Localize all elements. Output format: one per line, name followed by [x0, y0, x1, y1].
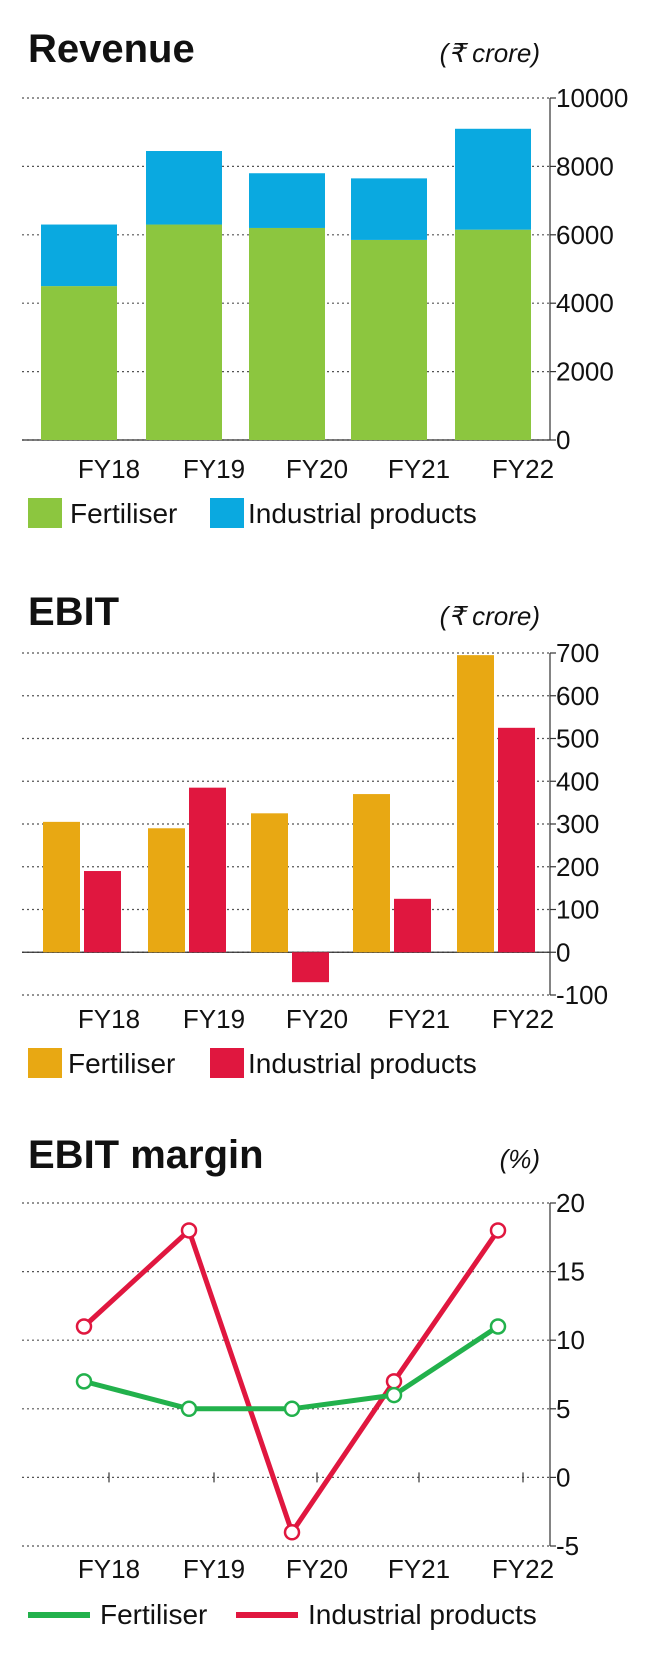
x-tick-label: FY20: [286, 1004, 348, 1034]
legend-swatch: [28, 498, 62, 528]
line-fertiliser: [83, 1324, 500, 1412]
bar-fertiliser: [249, 227, 325, 440]
point-fertiliser: [75, 1373, 93, 1390]
chart-title: EBIT: [28, 590, 119, 634]
y-tick-label: 600: [556, 681, 599, 711]
y-tick-label: 100: [556, 895, 599, 925]
unit-label: (₹ crore): [440, 38, 540, 68]
y-tick-label: 400: [556, 766, 599, 796]
bar-industrial-products: [455, 128, 531, 230]
unit-label: (%): [500, 1144, 540, 1174]
x-tick-label: FY18: [78, 1004, 140, 1034]
y-tick-label: 0: [556, 425, 570, 455]
y-tick-label: -100: [556, 980, 608, 1010]
y-tick-label: 700: [556, 638, 599, 668]
point-industrial-products: [283, 1524, 301, 1541]
point-fertiliser: [283, 1400, 301, 1418]
point-fertiliser: [180, 1400, 198, 1418]
bar-fertiliser: [353, 794, 390, 953]
x-tick-label: FY19: [183, 454, 245, 484]
bar-fertiliser: [41, 286, 117, 440]
point-fertiliser: [489, 1318, 507, 1335]
legend-label: Industrial products: [248, 498, 477, 529]
bar-fertiliser: [251, 813, 288, 953]
legend-label: Fertiliser: [100, 1599, 207, 1630]
bar-industrial-products: [41, 224, 117, 287]
y-tick-label: -5: [556, 1531, 579, 1561]
x-tick-label: FY21: [388, 1554, 450, 1584]
x-tick-label: FY19: [183, 1554, 245, 1584]
chart-title: Revenue: [28, 27, 195, 71]
y-tick-label: 5: [556, 1394, 570, 1424]
x-tick-label: FY18: [78, 454, 140, 484]
y-tick-label: 500: [556, 724, 599, 754]
bar-industrial-products: [498, 727, 535, 953]
y-tick-label: 200: [556, 852, 599, 882]
legend-label: Fertiliser: [68, 1048, 175, 1079]
x-tick-label: FY20: [286, 454, 348, 484]
chart-title: EBIT margin: [28, 1133, 264, 1177]
x-tick-label: FY19: [183, 1004, 245, 1034]
bar-fertiliser: [455, 229, 531, 440]
point-industrial-products: [489, 1222, 507, 1239]
legend-swatch: [210, 498, 244, 528]
y-tick-label: 20: [556, 1188, 585, 1218]
bar-industrial-products: [394, 898, 431, 953]
point-fertiliser: [385, 1386, 403, 1404]
legend-label: Fertiliser: [70, 498, 177, 529]
bar-fertiliser: [146, 224, 222, 440]
bar-fertiliser: [43, 821, 80, 953]
bar-fertiliser: [457, 655, 494, 953]
y-tick-label: 300: [556, 809, 599, 839]
point-industrial-products: [75, 1318, 93, 1335]
chart-3: EBIT margin (%) 20 15 10 5 0 -5 FY18 FY19 FY20 FY21…: [22, 1133, 585, 1630]
y-tick-label: 6000: [556, 220, 614, 250]
y-tick-label: 2000: [556, 357, 614, 387]
y-tick-label: 10: [556, 1325, 585, 1355]
unit-label: (₹ crore): [440, 601, 540, 631]
line-industrial-products: [82, 1227, 501, 1535]
y-tick-label: 4000: [556, 288, 614, 318]
y-tick-label: 0: [556, 937, 570, 967]
x-tick-label: FY21: [388, 1004, 450, 1034]
legend-label: Industrial products: [308, 1599, 537, 1630]
y-tick-label: 0: [556, 1462, 570, 1492]
x-tick-label: FY21: [388, 454, 450, 484]
x-tick-label: FY18: [78, 1554, 140, 1584]
bar-fertiliser: [351, 239, 427, 440]
bar-industrial-products: [189, 787, 226, 953]
bar-industrial-products: [351, 178, 427, 240]
x-tick-label: FY22: [492, 1004, 554, 1034]
y-tick-label: 8000: [556, 151, 614, 181]
y-tick-label: 10000: [556, 83, 628, 113]
chart-1: Revenue (₹ crore)1000080006000400020000FY…: [22, 27, 628, 529]
bar-fertiliser: [148, 828, 185, 953]
point-industrial-products: [180, 1222, 198, 1239]
legend-swatch: [210, 1048, 244, 1078]
x-tick-label: FY22: [492, 454, 554, 484]
x-tick-label: FY20: [286, 1554, 348, 1584]
legend-swatch: [28, 1048, 62, 1078]
point-industrial-products: [385, 1373, 403, 1390]
bar-industrial-products: [292, 952, 329, 983]
bar-industrial-products: [84, 871, 121, 953]
chart-2: EBIT (₹ crore)7006005004003002001000-100F…: [22, 590, 608, 1079]
bar-industrial-products: [146, 151, 222, 225]
y-tick-label: 15: [556, 1257, 585, 1287]
x-tick-label: FY22: [492, 1554, 554, 1584]
legend-label: Industrial products: [248, 1048, 477, 1079]
bar-industrial-products: [249, 173, 325, 228]
